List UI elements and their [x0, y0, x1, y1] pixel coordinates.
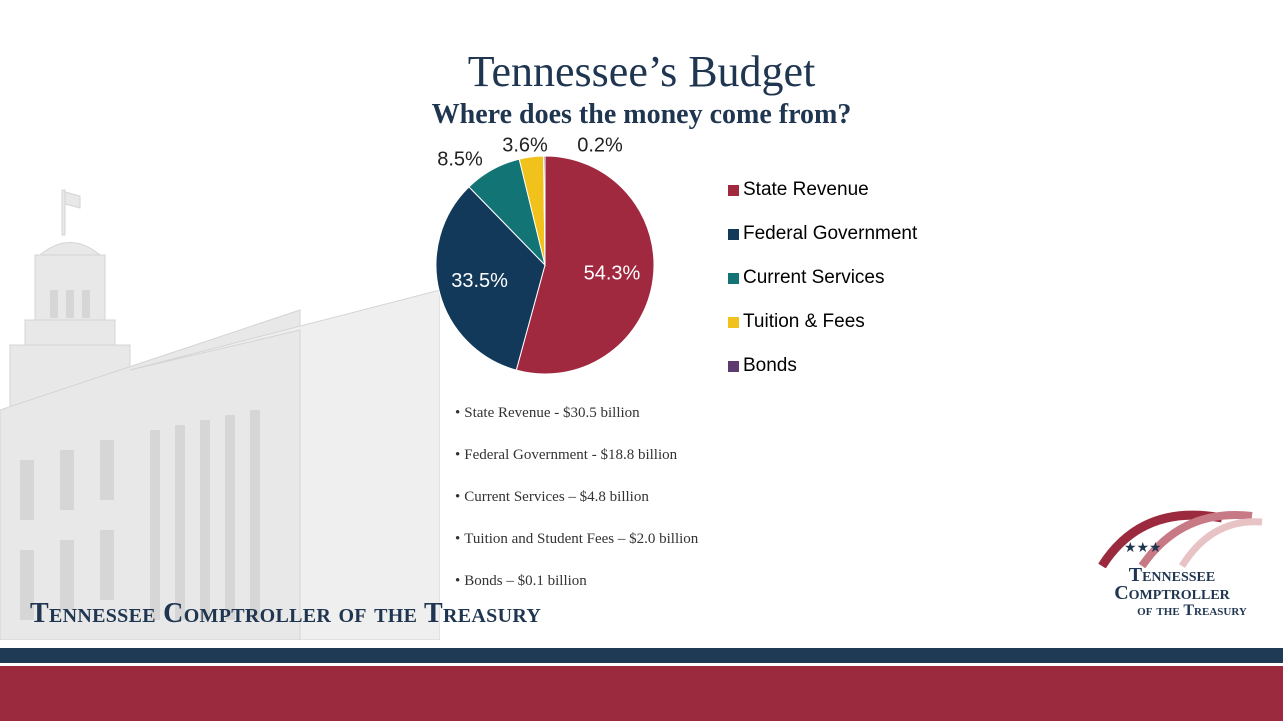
legend-item-bonds: Bonds: [728, 344, 917, 388]
legend-swatch: [728, 184, 739, 196]
bullet-item: • State Revenue - $30.5 billion: [455, 405, 640, 421]
pie-slice-state-revenue: [515, 155, 655, 375]
legend-label: Bonds: [743, 355, 797, 376]
legend-swatch: [728, 228, 739, 240]
comptroller-logo: ★★★ Tennessee Comptroller of the Treasur…: [1072, 508, 1272, 638]
legend-label: Tuition & Fees: [743, 311, 865, 332]
pie-label-tuition-fees: 3.6%: [502, 134, 548, 156]
footer-band-maroon: [0, 666, 1283, 721]
legend-item-tuition-fees: Tuition & Fees: [728, 300, 917, 344]
capitol-building-watermark: [0, 189, 440, 640]
pie-label-bonds: 0.2%: [577, 134, 623, 156]
svg-text:★★★: ★★★: [1124, 540, 1162, 556]
legend-label: Federal Government: [743, 223, 918, 244]
bullet-text: Federal Government - $18.8 billion: [464, 447, 678, 463]
bullet-text: Tuition and Student Fees – $2.0 billion: [464, 531, 699, 547]
logo-text-line2: Comptroller: [1114, 582, 1230, 604]
logo-arcs-icon: ★★★: [1098, 510, 1263, 569]
logo-text-line3: of the Treasury: [1137, 602, 1247, 619]
legend-item-current-services: Current Services: [728, 256, 917, 300]
footer-band-divider: [0, 663, 1283, 666]
bullet-item: • Current Services – $4.8 billion: [455, 489, 649, 505]
pie-label-state-revenue: 54.3%: [584, 262, 641, 284]
slide-title: Tennessee’s Budget: [467, 47, 816, 96]
bullet-item: • Federal Government - $18.8 billion: [455, 447, 678, 463]
funding-bullet-list: • State Revenue - $30.5 billion • Federal …: [455, 398, 698, 608]
legend-item-state-revenue: State Revenue: [728, 168, 917, 212]
chart-legend: State Revenue Federal Government Current…: [728, 168, 917, 388]
pie-label-federal-government: 33.5%: [451, 270, 508, 292]
bullet-item: • Tuition and Student Fees – $2.0 billion: [455, 531, 699, 547]
pie-label-current-services: 8.5%: [437, 148, 483, 170]
slide-subtitle: Where does the money come from?: [431, 99, 852, 130]
pie-slice-bonds: [543, 155, 546, 266]
legend-swatch: [728, 272, 739, 284]
bullet-text: State Revenue - $30.5 billion: [464, 405, 640, 421]
bullet-text: Bonds – $0.1 billion: [464, 573, 587, 589]
legend-item-federal-government: Federal Government: [728, 212, 917, 256]
legend-label: State Revenue: [743, 179, 869, 200]
legend-swatch: [728, 316, 739, 328]
bullet-item: • Bonds – $0.1 billion: [455, 573, 587, 589]
footer-org-name: Tennessee Comptroller of the Treasury: [30, 598, 542, 629]
bullet-text: Current Services – $4.8 billion: [464, 489, 649, 505]
footer-band-navy: [0, 648, 1283, 663]
pie-chart: 54.3% 33.5% 8.5% 3.6% 0.2%: [435, 134, 655, 375]
pie-slice-federal-government: [435, 186, 546, 371]
logo-text-line1: Tennessee: [1128, 564, 1216, 586]
legend-label: Current Services: [743, 267, 885, 288]
legend-swatch: [728, 360, 739, 372]
